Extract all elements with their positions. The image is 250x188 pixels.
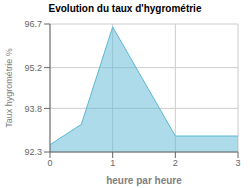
svg-text:96.7: 96.7 xyxy=(24,19,42,29)
svg-text:Taux hygrométrie %: Taux hygrométrie % xyxy=(8,48,14,128)
svg-text:95.2: 95.2 xyxy=(24,63,42,73)
svg-text:92.3: 92.3 xyxy=(24,147,42,157)
svg-text:1: 1 xyxy=(110,158,115,168)
svg-text:2: 2 xyxy=(173,158,178,168)
svg-text:3: 3 xyxy=(235,158,240,168)
svg-text:0: 0 xyxy=(47,158,52,168)
html-text:Evolution du taux d'hygrométri: Evolution du taux d'hygrométrie xyxy=(48,3,202,14)
svg-text:93.8: 93.8 xyxy=(24,104,42,114)
svg-text:heure par heure: heure par heure xyxy=(106,175,182,186)
